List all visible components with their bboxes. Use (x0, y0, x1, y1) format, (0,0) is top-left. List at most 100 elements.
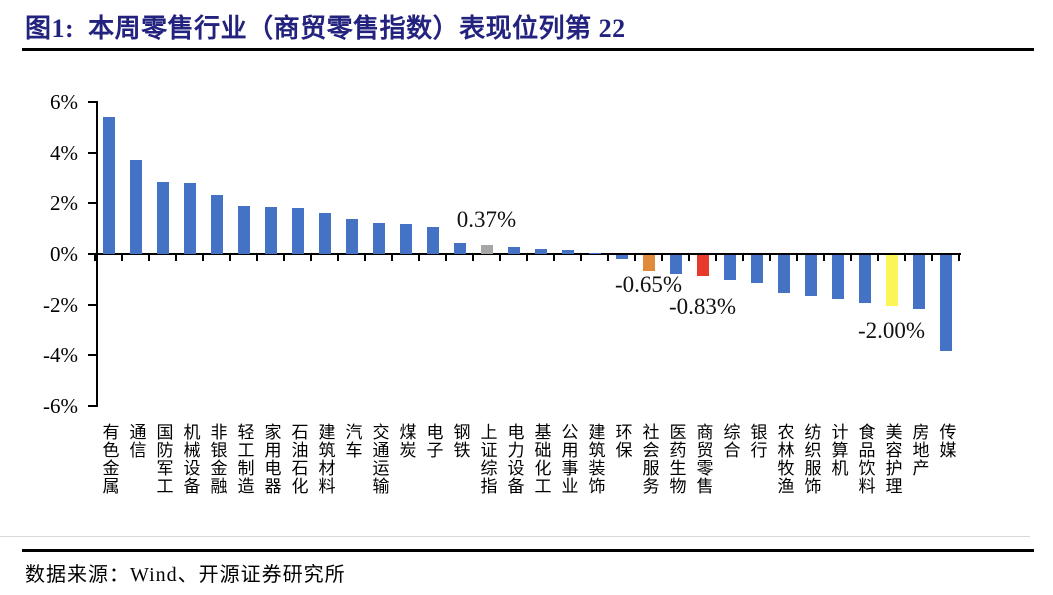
x-axis-label: 有色金属 (99, 423, 119, 495)
x-axis-tick (823, 255, 825, 261)
bar (156, 181, 169, 254)
x-axis-tick (715, 255, 717, 261)
x-axis-label: 基础化工 (531, 423, 551, 495)
x-axis-label: 社会服务 (639, 423, 659, 495)
x-axis-line (95, 253, 961, 255)
bar-value-label: -0.83% (668, 293, 737, 319)
bar-value-label: -2.00% (857, 317, 926, 343)
x-axis-tick (634, 255, 636, 261)
bar (939, 255, 952, 351)
bar (426, 226, 439, 254)
bar (750, 255, 763, 284)
x-axis-tick (526, 255, 528, 261)
x-axis-tick (472, 255, 474, 261)
y-axis-tick-label: 0% (50, 242, 78, 266)
y-axis-tick (88, 151, 97, 154)
y-axis-tick (88, 354, 97, 357)
bar (291, 207, 304, 254)
x-axis-label: 石油石化 (288, 423, 308, 495)
x-axis-label: 交通运输 (369, 423, 389, 495)
y-axis-tick (88, 253, 97, 255)
x-axis-tick (850, 255, 852, 261)
y-axis-tick-label: -2% (43, 292, 78, 317)
x-axis-label: 机械设备 (180, 423, 200, 495)
x-axis-tick (742, 255, 744, 261)
bar (264, 207, 277, 254)
y-axis-tick (88, 202, 97, 205)
bar-value-label: 0.37% (456, 206, 517, 232)
x-axis-label: 煤炭 (396, 423, 416, 459)
x-axis-tick (310, 255, 312, 261)
x-axis-tick (904, 255, 906, 261)
x-axis-tick (418, 255, 420, 261)
x-axis-label: 房地产 (909, 423, 929, 477)
bar (318, 213, 331, 254)
bar (831, 255, 844, 299)
bar (723, 255, 736, 281)
x-axis-label: 传媒 (936, 423, 956, 459)
data-source-note: 数据来源：Wind、开源证券研究所 (25, 564, 346, 586)
bar (507, 247, 520, 254)
x-axis-tick (958, 255, 960, 261)
x-axis-label: 轻工制造 (234, 423, 254, 495)
x-axis-label: 电子 (423, 423, 443, 459)
x-axis-tick (553, 255, 555, 261)
bar (615, 255, 628, 259)
bar (534, 248, 547, 254)
x-axis-tick (445, 255, 447, 261)
x-axis-label: 钢铁 (450, 423, 470, 459)
x-axis-label: 美容护理 (882, 423, 902, 495)
bar (453, 242, 466, 254)
x-axis-label: 非银金融 (207, 423, 227, 495)
x-axis-tick (94, 255, 96, 261)
x-axis-label: 医药生物 (666, 423, 686, 495)
y-axis-tick (88, 303, 97, 306)
x-axis-tick (364, 255, 366, 261)
bar (588, 253, 601, 255)
x-axis-tick (769, 255, 771, 261)
x-axis-label: 银行 (747, 423, 767, 459)
x-axis-tick (175, 255, 177, 261)
bar (885, 255, 898, 306)
title-divider-rule (22, 48, 1034, 51)
x-axis-label: 汽车 (342, 423, 362, 459)
x-axis-label: 纺织服饰 (801, 423, 821, 495)
x-axis-label: 家用电器 (261, 423, 281, 495)
bar (399, 224, 412, 254)
y-axis-tick-label: -6% (43, 393, 78, 418)
x-axis-tick (796, 255, 798, 261)
bar (912, 255, 925, 309)
x-axis-tick (499, 255, 501, 261)
x-axis-tick (121, 255, 123, 261)
bar (858, 255, 871, 303)
bar (642, 255, 655, 272)
x-axis-label: 食品饮料 (855, 423, 875, 495)
y-axis-tick-label: 4% (50, 140, 78, 165)
x-axis-label: 商贸零售 (693, 423, 713, 495)
bar-value-label: -0.65% (614, 272, 683, 298)
bar (372, 222, 385, 254)
bar (480, 244, 493, 254)
x-axis-tick (661, 255, 663, 261)
x-axis-label: 计算机 (828, 423, 848, 477)
bar (237, 205, 250, 254)
x-axis-tick (931, 255, 933, 261)
bar (102, 117, 115, 254)
x-axis-tick (202, 255, 204, 261)
x-axis-tick (688, 255, 690, 261)
x-axis-tick (580, 255, 582, 261)
chart-bottom-thin-rule (0, 536, 1030, 537)
x-axis-tick (148, 255, 150, 261)
x-axis-label: 环保 (612, 423, 632, 459)
y-axis-tick (88, 101, 97, 104)
x-axis-label: 建筑材料 (315, 423, 335, 495)
y-axis-tick-label: 2% (50, 191, 78, 216)
x-axis-tick (877, 255, 879, 261)
figure-title: 图1: 本周零售行业（商贸零售指数）表现位列第 22 (25, 14, 626, 43)
x-axis-tick (337, 255, 339, 261)
y-axis-tick-label: 6% (50, 90, 78, 115)
x-axis-label: 通信 (126, 423, 146, 459)
bar (696, 255, 709, 276)
